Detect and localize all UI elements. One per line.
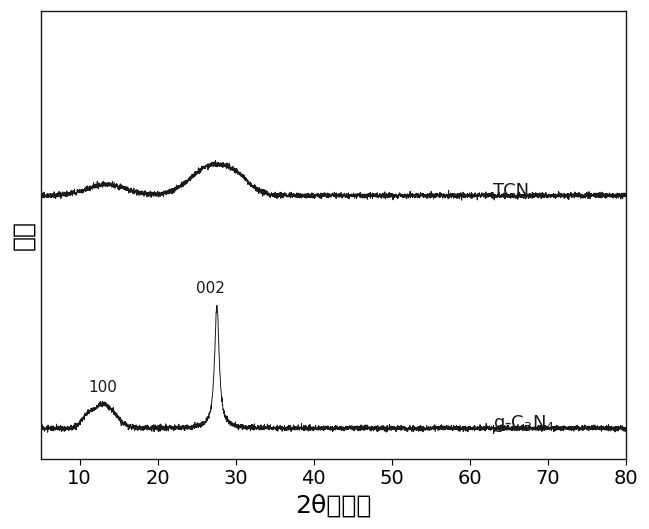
X-axis label: 2θ（度）: 2θ（度） xyxy=(295,494,371,518)
Text: g-C$_3$N$_4$: g-C$_3$N$_4$ xyxy=(493,413,555,434)
Text: 002: 002 xyxy=(196,281,225,296)
Text: TCN: TCN xyxy=(493,182,529,200)
Y-axis label: 强度: 强度 xyxy=(11,220,35,250)
Text: 100: 100 xyxy=(89,380,117,395)
